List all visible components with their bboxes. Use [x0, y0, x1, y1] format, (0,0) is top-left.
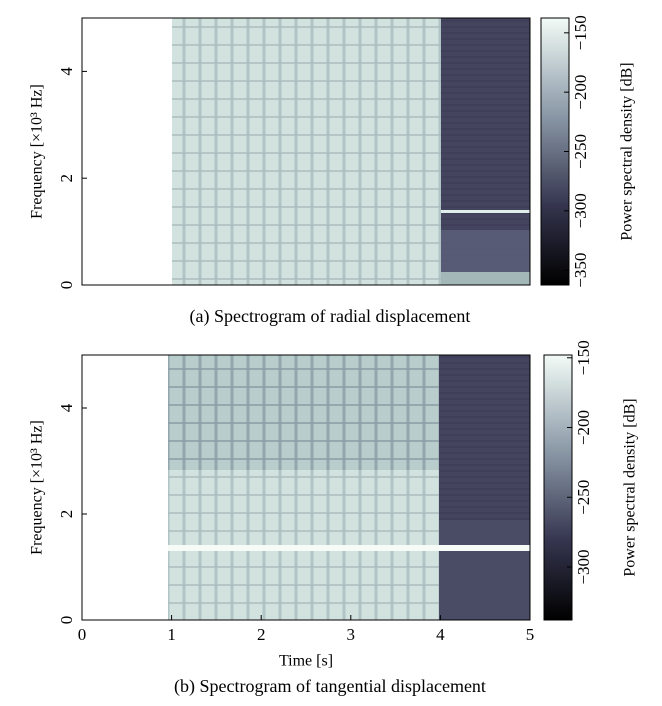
colorbar-tick-label: −150: [574, 340, 593, 375]
axes-frame: [81, 17, 531, 286]
x-tick-label: 1: [167, 625, 176, 644]
x-tick-label: 5: [526, 625, 535, 644]
colorbar-tick-label: −250: [574, 480, 593, 515]
colorbar-tick-label: −300: [571, 193, 590, 228]
y-tick-label: 0: [57, 616, 76, 625]
colorbar-tick-label: −350: [571, 253, 590, 288]
x-tick-label: 0: [78, 625, 87, 644]
x-tick-label: 3: [347, 625, 356, 644]
y-tick-label: 2: [57, 174, 76, 183]
colorbar-tick-label: −150: [571, 15, 590, 50]
y-tick-label: 0: [57, 281, 76, 290]
spectrogram-b: [168, 355, 530, 620]
x-tick-label: 4: [436, 625, 445, 644]
colorbar-tick-label: −200: [571, 75, 590, 110]
y-tick-label: 4: [57, 67, 76, 76]
colorbar-tick-label: −250: [571, 134, 590, 169]
y-axis-label: Frequency [×10³ Hz]: [29, 84, 46, 219]
colorbar-label: Power spectral density [dB]: [619, 62, 636, 240]
y-axis-label: Frequency [×10³ Hz]: [29, 420, 46, 555]
caption: (b) Spectrogram of tangential displaceme…: [174, 676, 486, 697]
caption: (a) Spectrogram of radial displacement: [190, 306, 471, 327]
colorbar-tick-label: −300: [574, 549, 593, 584]
spectrogram-a: [172, 18, 530, 285]
colorbar-label: Power spectral density [dB]: [622, 398, 639, 576]
y-tick-label: 2: [57, 510, 76, 519]
y-tick-label: 4: [57, 403, 76, 412]
colorbar-tick-label: −200: [574, 410, 593, 445]
colorbar: [543, 354, 573, 621]
x-tick-label: 2: [257, 625, 266, 644]
x-axis-label: Time [s]: [279, 653, 333, 670]
axes-frame: [81, 354, 531, 621]
